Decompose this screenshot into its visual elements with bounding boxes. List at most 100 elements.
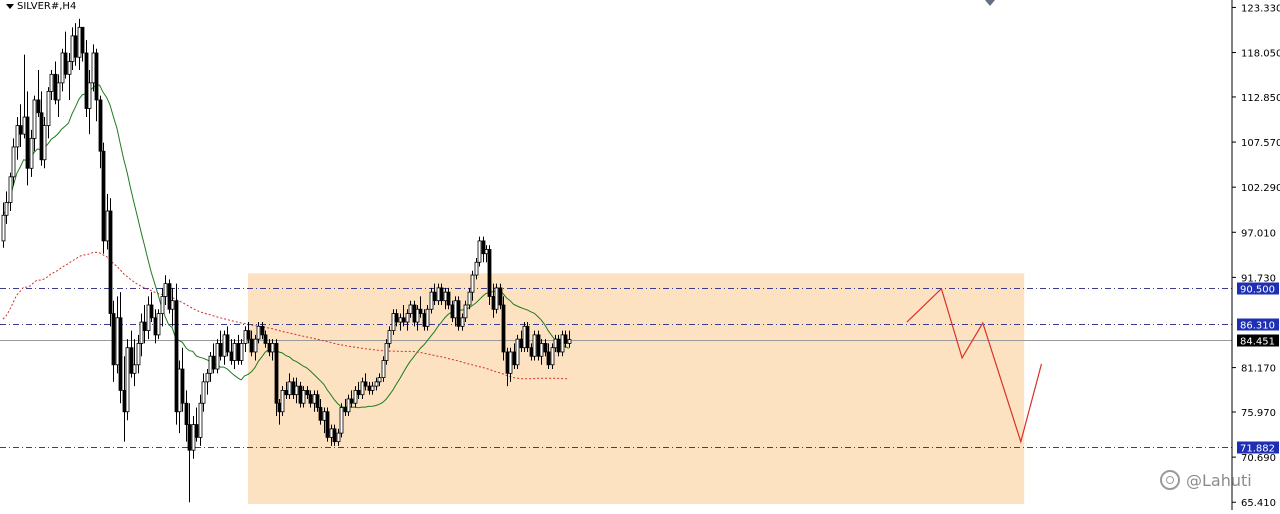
candle-down xyxy=(18,125,23,135)
candle-down xyxy=(73,35,78,58)
candle-up xyxy=(56,82,61,101)
candle-up xyxy=(87,82,92,109)
candle-up xyxy=(539,343,544,357)
candle-down xyxy=(308,394,313,404)
candle-up xyxy=(312,394,317,404)
y-tick-label: 81.170 xyxy=(1241,364,1276,375)
candle-up xyxy=(553,338,558,349)
candle-up xyxy=(391,313,396,332)
candle-up xyxy=(322,411,327,421)
level-label: 71.882 xyxy=(1240,444,1275,455)
y-tick-label: 65.410 xyxy=(1241,498,1276,509)
candle-up xyxy=(15,125,20,148)
y-tick-label: 97.010 xyxy=(1241,228,1276,239)
candle-up xyxy=(436,287,441,302)
candle-down xyxy=(501,304,506,353)
candle-up xyxy=(46,91,51,126)
candle-down xyxy=(84,52,89,109)
candle-up xyxy=(22,116,27,135)
candle-down xyxy=(529,347,534,357)
candle-up xyxy=(360,381,365,396)
candle-down xyxy=(225,334,230,353)
candle-up xyxy=(329,428,334,438)
candle-down xyxy=(180,368,185,404)
candle-down xyxy=(446,291,451,306)
candle-up xyxy=(105,210,110,242)
candle-up xyxy=(398,317,403,323)
symbol-title: SILVER#,H4 xyxy=(6,1,76,12)
candle-up xyxy=(208,355,213,374)
candle-down xyxy=(218,343,223,357)
candle-up xyxy=(1,214,6,242)
candle-up xyxy=(239,343,244,361)
scroll-marker-icon[interactable] xyxy=(985,0,995,6)
candle-down xyxy=(367,385,372,391)
candle-down xyxy=(174,300,179,413)
candle-up xyxy=(29,137,34,169)
candle-up xyxy=(508,351,513,374)
candle-up xyxy=(301,390,306,404)
candle-up xyxy=(370,385,375,391)
candle-up xyxy=(42,125,47,161)
candle-up xyxy=(336,432,341,443)
candle-up xyxy=(567,339,572,344)
candle-down xyxy=(536,334,541,357)
candle-up xyxy=(32,99,37,139)
candle-down xyxy=(263,334,268,344)
range-zone xyxy=(247,273,1025,505)
candle-up xyxy=(477,240,482,263)
candle-down xyxy=(432,291,437,302)
candle-down xyxy=(356,390,361,396)
candle-down xyxy=(439,287,444,302)
candle-down xyxy=(363,381,368,387)
candle-up xyxy=(136,343,141,366)
candle-up xyxy=(256,325,261,340)
wechat-logo-icon xyxy=(1160,470,1180,490)
y-tick-label: 91.730 xyxy=(1241,273,1276,284)
candle-up xyxy=(201,381,206,404)
candle-up xyxy=(408,304,413,314)
candle-down xyxy=(108,210,113,314)
y-tick-label: 70.690 xyxy=(1241,453,1276,464)
candle-down xyxy=(211,355,216,370)
candle-down xyxy=(246,330,251,340)
candle-up xyxy=(353,390,358,404)
candle-up xyxy=(205,372,210,383)
candle-down xyxy=(498,287,503,306)
candle-up xyxy=(550,347,555,366)
candle-down xyxy=(450,304,455,319)
candle-down xyxy=(260,325,265,336)
candle-up xyxy=(429,291,434,310)
candle-down xyxy=(412,304,417,323)
candle-down xyxy=(187,424,192,451)
watermark: @Lahuti xyxy=(1160,470,1252,490)
candle-down xyxy=(543,343,548,353)
level-label-bg xyxy=(1237,282,1279,295)
candle-up xyxy=(115,317,120,366)
candle-down xyxy=(481,240,486,255)
candle-up xyxy=(77,26,82,58)
candle-up xyxy=(474,261,479,276)
candle-up xyxy=(443,291,448,302)
candle-down xyxy=(229,351,234,361)
candle-up xyxy=(453,300,458,319)
candle-down xyxy=(325,411,330,438)
candle-down xyxy=(487,249,492,297)
candle-down xyxy=(98,99,103,152)
candle-down xyxy=(422,313,427,327)
candle-down xyxy=(512,351,517,366)
current-price-label: 84.451 xyxy=(1240,337,1275,348)
candle-up xyxy=(198,402,203,438)
candle-up xyxy=(470,274,475,293)
candle-up xyxy=(191,424,196,451)
candle-up xyxy=(374,381,379,387)
candle-up xyxy=(515,338,520,366)
candle-down xyxy=(36,99,41,114)
candle-up xyxy=(425,308,430,327)
candle-up xyxy=(415,308,420,323)
level-label-bg xyxy=(1237,318,1279,331)
symbol-label: SILVER#,H4 xyxy=(17,1,77,12)
dropdown-triangle-icon[interactable] xyxy=(6,4,14,9)
